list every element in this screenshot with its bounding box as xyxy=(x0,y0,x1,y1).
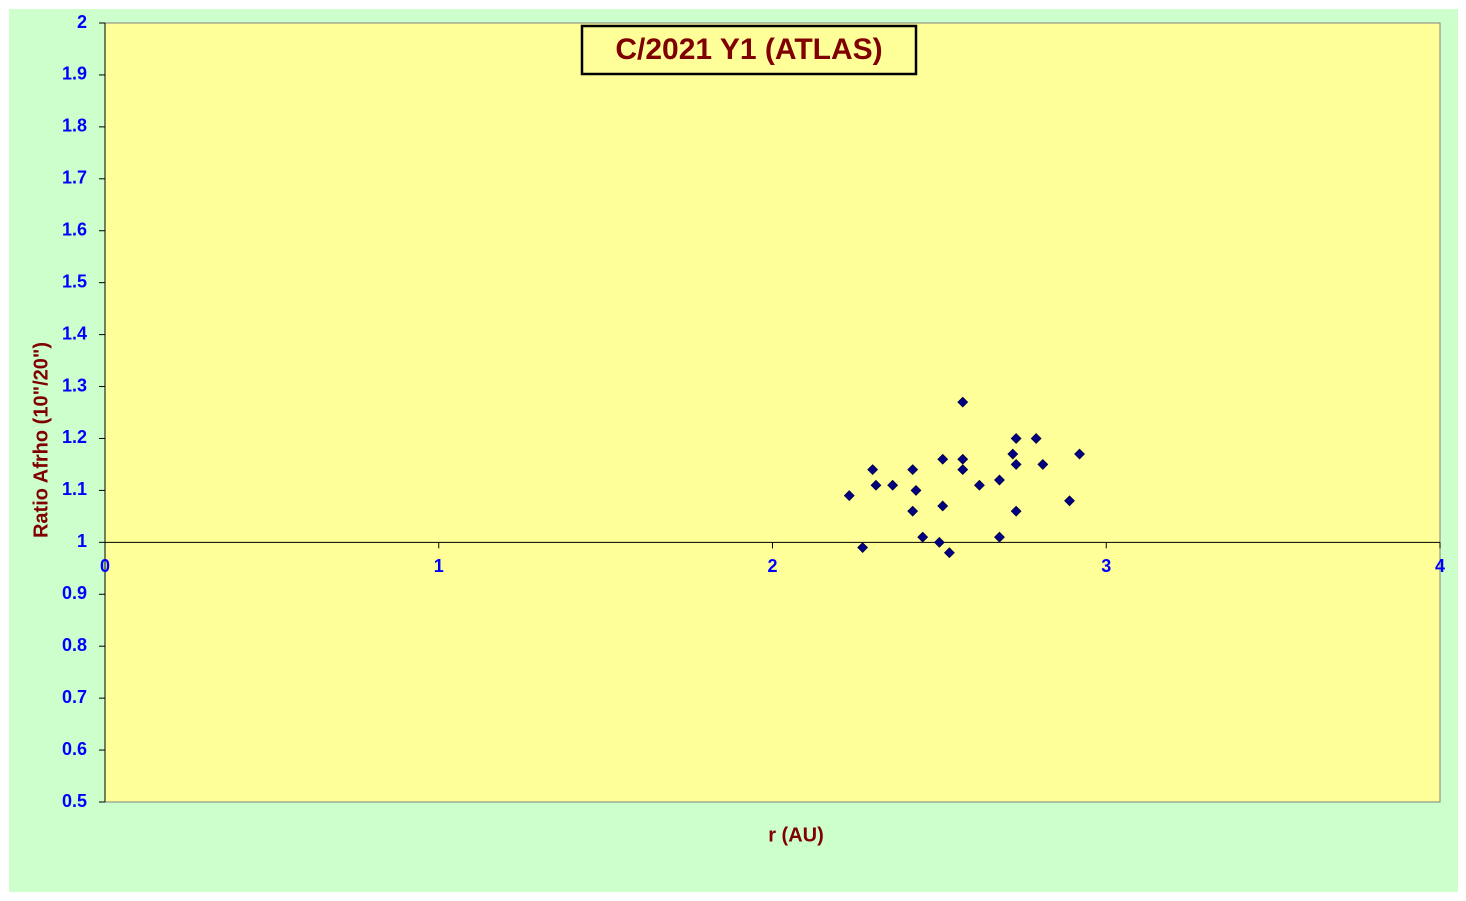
y-tick-label: 1.1 xyxy=(62,479,87,499)
title-box xyxy=(580,24,918,76)
data-point xyxy=(1074,448,1085,460)
data-point xyxy=(917,531,929,543)
data-point xyxy=(1037,459,1049,470)
data-point xyxy=(937,500,949,512)
y-tick-label: 2 xyxy=(77,12,87,32)
y-tick-label: 1.8 xyxy=(62,116,87,136)
y-tick-label: 1.9 xyxy=(62,64,87,84)
x-axis-label: r (AU) xyxy=(768,824,824,846)
data-point xyxy=(957,396,969,408)
data-point xyxy=(910,484,922,496)
y-tick-label: 1.5 xyxy=(62,271,87,291)
chart-title: C/2021 Y1 (ATLAS) xyxy=(615,33,882,66)
data-point xyxy=(907,464,919,476)
data-point xyxy=(933,536,945,548)
y-tick-label: 0.9 xyxy=(62,583,87,603)
data-point xyxy=(1010,459,1022,470)
y-tick-label: 0.8 xyxy=(62,635,87,655)
x-tick-label: 3 xyxy=(1101,556,1111,576)
data-point xyxy=(843,490,855,502)
y-tick-label: 1 xyxy=(77,531,87,551)
data-point xyxy=(887,479,899,491)
x-tick-label: 1 xyxy=(434,556,444,576)
x-tick-label: 4 xyxy=(1435,556,1445,576)
data-point xyxy=(867,464,879,476)
y-tick-label: 1.2 xyxy=(62,427,87,447)
x-tick-label: 2 xyxy=(767,556,777,576)
x-tick-label: 0 xyxy=(100,556,110,576)
y-tick-label: 0.5 xyxy=(62,791,87,811)
data-point xyxy=(994,474,1005,486)
data-point xyxy=(1010,433,1022,444)
data-point xyxy=(943,547,955,559)
y-tick-label: 1.4 xyxy=(62,323,87,343)
data-point xyxy=(1007,448,1019,460)
y-tick-label: 0.7 xyxy=(62,687,87,707)
data-point xyxy=(937,453,949,465)
data-point xyxy=(870,479,882,491)
y-tick-label: 1.6 xyxy=(62,219,87,239)
data-point xyxy=(1030,433,1042,444)
data-point xyxy=(1010,505,1022,517)
y-axis-label: Ratio Afrho (10"/20") xyxy=(30,342,52,538)
data-point xyxy=(907,505,919,517)
y-tick-label: 0.6 xyxy=(62,739,87,759)
data-point xyxy=(957,464,969,476)
y-tick-label: 1.7 xyxy=(62,168,87,188)
data-point xyxy=(994,531,1005,543)
data-point xyxy=(974,479,985,491)
data-point xyxy=(857,542,869,553)
plot-area xyxy=(104,22,1441,803)
data-point xyxy=(1064,495,1075,507)
y-tick-label: 1.3 xyxy=(62,375,87,395)
